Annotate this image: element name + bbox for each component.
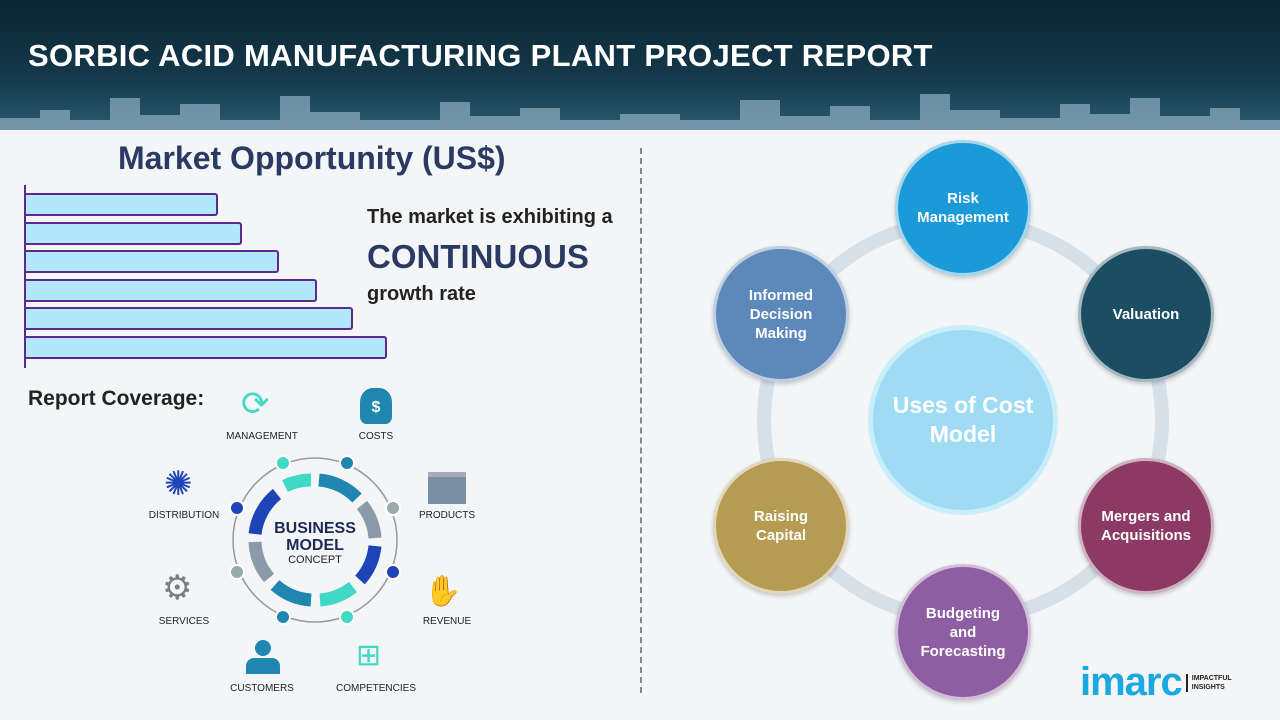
coverage-services: SERVICES: [158, 616, 210, 627]
market-bar: [26, 250, 279, 274]
uses-node: Raising Capital: [713, 458, 849, 594]
logo-tagline: IMPACTFUL INSIGHTS: [1185, 673, 1246, 692]
market-bar: [26, 307, 353, 331]
coverage-competencies: COMPETENCIES: [335, 683, 416, 694]
market-bar: [26, 193, 218, 216]
market-bar: [26, 278, 317, 302]
distribution-network-icon: ✺: [164, 465, 193, 503]
coverage-costs: COSTS: [358, 431, 394, 442]
uses-node: Informed Decision Making: [713, 246, 849, 382]
bar-axis: [24, 185, 26, 368]
section-divider: [640, 148, 642, 693]
uses-center: Uses of Cost Model: [868, 325, 1058, 515]
imarc-logo: imarc IMPACTFUL INSIGHTS: [1080, 660, 1246, 705]
uses-node: Budgeting and Forecasting: [895, 564, 1031, 700]
header-banner: SORBIC ACID MANUFACTURING PLANT PROJECT …: [0, 0, 1280, 130]
uses-node: Valuation: [1078, 246, 1214, 382]
center-line-3: CONCEPT: [288, 554, 342, 566]
market-opportunity-title: Market Opportunity (US$): [118, 140, 506, 176]
gears-icon: ⚙: [162, 569, 193, 607]
coverage-revenue: REVENUE: [422, 616, 472, 627]
business-model-wheel: [229, 455, 401, 625]
report-coverage-title: Report Coverage:: [28, 387, 205, 410]
competencies-icon: ⊞: [356, 639, 382, 672]
customer-icon: [245, 640, 281, 676]
growth-text: The market is exhibiting a: [367, 206, 613, 228]
logo-text: imarc: [1080, 660, 1183, 704]
center-line-1: BUSINESS: [274, 520, 356, 537]
market-bar: [26, 336, 387, 359]
coverage-distribution: DISTRIBUTION: [148, 510, 220, 521]
products-box-icon: [428, 472, 466, 504]
growth-text-2: growth rate: [367, 283, 476, 305]
revenue-hand-icon: ✋: [424, 575, 462, 608]
business-model-center: BUSINESS MODEL CONCEPT: [255, 520, 375, 566]
coverage-customers: CUSTOMERS: [230, 683, 294, 694]
report-title: SORBIC ACID MANUFACTURING PLANT PROJECT …: [28, 38, 933, 73]
uses-node: Mergers and Acquisitions: [1078, 458, 1214, 594]
center-line-2: MODEL: [286, 537, 344, 554]
growth-highlight: CONTINUOUS: [367, 238, 589, 275]
coverage-management: MANAGEMENT: [226, 431, 298, 442]
uses-node: Risk Management: [895, 140, 1031, 276]
market-bar: [26, 221, 242, 245]
city-skyline: [0, 94, 1280, 130]
management-icon: ⟳: [241, 385, 270, 423]
money-bag-icon: $: [360, 388, 392, 424]
coverage-products: PRODUCTS: [418, 510, 476, 521]
